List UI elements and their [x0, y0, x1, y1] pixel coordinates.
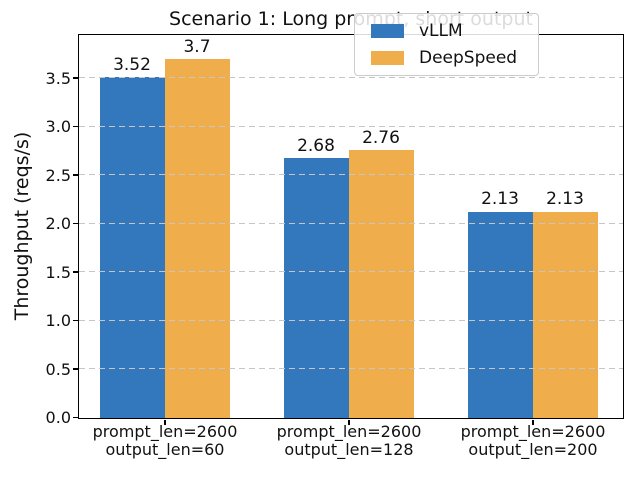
gridline-y2.5: [79, 174, 623, 176]
bar-vllm-group3: [467, 211, 533, 418]
bar-value-label: 3.7: [183, 37, 211, 58]
y-tick-mark: [73, 271, 78, 273]
y-tick-label: 0.5: [45, 359, 71, 379]
bar-value-label: 3.52: [113, 54, 151, 75]
legend-row-vllm: vLLM: [371, 21, 538, 41]
bar-vllm-group1: [99, 76, 165, 418]
bar-value-label: 2.13: [546, 189, 584, 210]
legend: vLLM DeepSpeed: [354, 13, 539, 76]
y-tick-label: 1.5: [45, 262, 71, 282]
y-tick-mark: [73, 416, 78, 419]
y-tick-label: 3.0: [45, 117, 71, 137]
y-tick-label: 3.5: [45, 68, 71, 88]
y-tick-mark: [73, 125, 78, 128]
x-tick-mark: [164, 419, 166, 425]
bar-value-label: 2.13: [481, 189, 519, 210]
gridline-y1.5: [79, 271, 623, 273]
y-tick-mark: [73, 77, 78, 79]
gridline-y0.5: [79, 368, 623, 370]
x-tick-label-group2: prompt_len=2600 output_len=128: [276, 422, 422, 459]
y-tick-mark: [73, 368, 78, 370]
bar-deepspeed-group1: [164, 59, 230, 418]
gridline-y1: [79, 319, 623, 321]
bar-vllm-group2: [283, 158, 349, 418]
legend-swatch-vllm: [371, 24, 404, 38]
bar-deepspeed-group3: [532, 211, 598, 418]
plot-area: 3.52 2.68 2.13 3.7 2.76 2.13: [78, 34, 624, 419]
x-tick-label-group3: prompt_len=2600 output_len=200: [460, 422, 606, 459]
legend-swatch-deepspeed: [371, 51, 404, 65]
y-tick-mark: [73, 319, 78, 322]
y-tick-mark: [73, 222, 78, 225]
legend-label-deepspeed: DeepSpeed: [419, 48, 518, 68]
y-tick-label: 2.0: [45, 214, 71, 234]
y-tick-mark: [73, 174, 78, 176]
chart-title: Scenario 1: Long prompt, short output: [169, 8, 533, 30]
y-tick-label: 0.0: [45, 408, 71, 427]
y-tick-label: 1.0: [45, 311, 71, 331]
legend-label-vllm: vLLM: [419, 21, 463, 41]
gridline-y3: [79, 125, 623, 127]
x-tick-label-group1: prompt_len=2600 output_len=60: [92, 422, 238, 459]
x-tick-mark: [348, 419, 350, 425]
gridline-y3.5: [79, 77, 623, 79]
y-tick-label: 2.5: [45, 165, 71, 185]
gridline-y2: [79, 222, 623, 224]
bar-value-label: 2.68: [297, 136, 335, 157]
x-tick-mark: [532, 419, 534, 425]
bar-value-label: 2.76: [362, 128, 400, 149]
bar-deepspeed-group2: [348, 150, 414, 418]
legend-row-deepspeed: DeepSpeed: [371, 48, 538, 68]
